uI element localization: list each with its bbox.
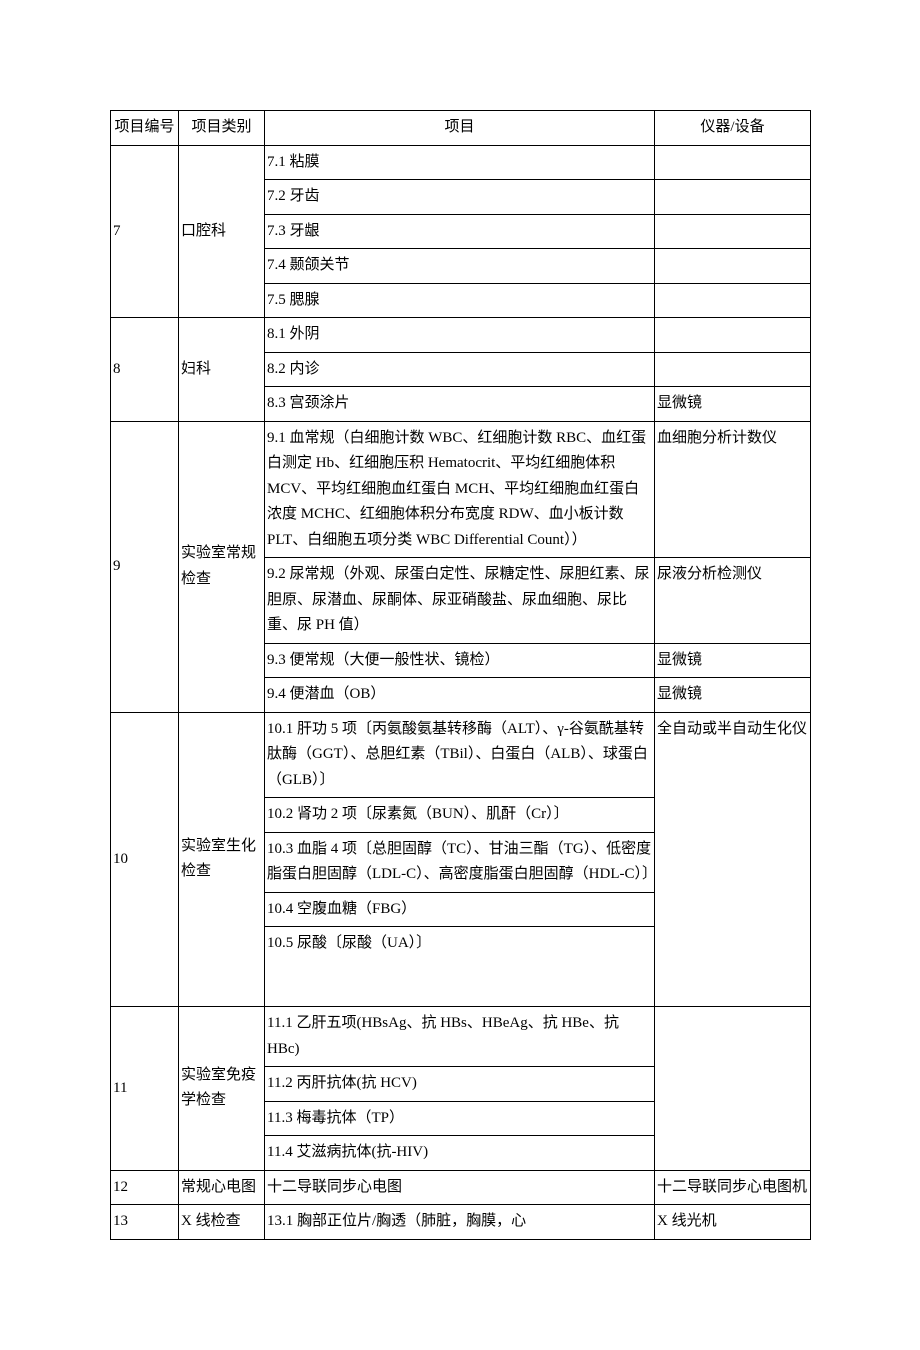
cell-category: 妇科 (179, 318, 265, 422)
cell-equipment: 十二导联同步心电图机 (655, 1170, 811, 1205)
cell-category: 实验室免疫学检查 (179, 1007, 265, 1171)
cell-equipment (655, 214, 811, 249)
cell-item: 9.2 尿常规（外观、尿蛋白定性、尿糖定性、尿胆红素、尿胆原、尿潜血、尿酮体、尿… (265, 558, 655, 644)
cell-item: 10.2 肾功 2 项〔尿素氮（BUN）、肌酐（Cr）〕 (265, 798, 655, 833)
cell-category: 实验室常规检查 (179, 421, 265, 712)
table-header-row: 项目编号 项目类别 项目 仪器/设备 (111, 111, 811, 146)
cell-item: 十二导联同步心电图 (265, 1170, 655, 1205)
cell-equipment (655, 249, 811, 284)
cell-id: 7 (111, 145, 179, 318)
cell-equipment: 全自动或半自动生化仪 (655, 712, 811, 1007)
table-row: 12 常规心电图 十二导联同步心电图 十二导联同步心电图机 (111, 1170, 811, 1205)
table-row: 11 实验室免疫学检查 11.1 乙肝五项(HBsAg、抗 HBs、HBeAg、… (111, 1007, 811, 1067)
cell-id: 12 (111, 1170, 179, 1205)
cell-item: 10.1 肝功 5 项〔丙氨酸氨基转移酶（ALT）、γ-谷氨酰基转肽酶（GGT）… (265, 712, 655, 798)
cell-item: 8.2 内诊 (265, 352, 655, 387)
cell-item: 9.3 便常规（大便一般性状、镜检） (265, 643, 655, 678)
cell-item: 7.1 粘膜 (265, 145, 655, 180)
cell-equipment: 血细胞分析计数仪 (655, 421, 811, 558)
header-equipment: 仪器/设备 (655, 111, 811, 146)
cell-id: 9 (111, 421, 179, 712)
cell-equipment (655, 1007, 811, 1171)
table-row: 10 实验室生化检查 10.1 肝功 5 项〔丙氨酸氨基转移酶（ALT）、γ-谷… (111, 712, 811, 798)
cell-category: 口腔科 (179, 145, 265, 318)
cell-category: 常规心电图 (179, 1170, 265, 1205)
cell-item: 11.4 艾滋病抗体(抗-HIV) (265, 1136, 655, 1171)
header-category: 项目类别 (179, 111, 265, 146)
cell-equipment: X 线光机 (655, 1205, 811, 1240)
cell-item: 7.4 颞颌关节 (265, 249, 655, 284)
cell-id: 13 (111, 1205, 179, 1240)
cell-item: 10.4 空腹血糖（FBG） (265, 892, 655, 927)
cell-item: 7.2 牙齿 (265, 180, 655, 215)
table-row: 9 实验室常规检查 9.1 血常规（白细胞计数 WBC、红细胞计数 RBC、血红… (111, 421, 811, 558)
cell-equipment (655, 318, 811, 353)
medical-items-table: 项目编号 项目类别 项目 仪器/设备 7 口腔科 7.1 粘膜 7.2 牙齿 7… (110, 110, 811, 1240)
cell-item: 11.1 乙肝五项(HBsAg、抗 HBs、HBeAg、抗 HBe、抗 HBc) (265, 1007, 655, 1067)
cell-equipment: 尿液分析检测仪 (655, 558, 811, 644)
cell-equipment: 显微镜 (655, 678, 811, 713)
cell-equipment: 显微镜 (655, 643, 811, 678)
cell-item: 9.1 血常规（白细胞计数 WBC、红细胞计数 RBC、血红蛋白测定 Hb、红细… (265, 421, 655, 558)
cell-item: 7.5 腮腺 (265, 283, 655, 318)
table-row: 7 口腔科 7.1 粘膜 (111, 145, 811, 180)
cell-item: 10.3 血脂 4 项〔总胆固醇（TC）、甘油三酯（TG）、低密度脂蛋白胆固醇（… (265, 832, 655, 892)
cell-item: 13.1 胸部正位片/胸透（肺脏，胸膜，心 (265, 1205, 655, 1240)
cell-item: 11.2 丙肝抗体(抗 HCV) (265, 1067, 655, 1102)
cell-item: 10.5 尿酸〔尿酸（UA）〕 (265, 927, 655, 1007)
header-item: 项目 (265, 111, 655, 146)
cell-id: 8 (111, 318, 179, 422)
cell-item: 7.3 牙龈 (265, 214, 655, 249)
cell-id: 11 (111, 1007, 179, 1171)
cell-category: 实验室生化检查 (179, 712, 265, 1007)
table-row: 13 X 线检查 13.1 胸部正位片/胸透（肺脏，胸膜，心 X 线光机 (111, 1205, 811, 1240)
cell-equipment (655, 283, 811, 318)
cell-item: 8.1 外阴 (265, 318, 655, 353)
cell-equipment (655, 145, 811, 180)
header-id: 项目编号 (111, 111, 179, 146)
cell-equipment (655, 180, 811, 215)
cell-item: 11.3 梅毒抗体（TP） (265, 1101, 655, 1136)
table-row: 8 妇科 8.1 外阴 (111, 318, 811, 353)
cell-equipment: 显微镜 (655, 387, 811, 422)
cell-id: 10 (111, 712, 179, 1007)
cell-category: X 线检查 (179, 1205, 265, 1240)
cell-equipment (655, 352, 811, 387)
cell-item: 8.3 宫颈涂片 (265, 387, 655, 422)
cell-item: 9.4 便潜血（OB） (265, 678, 655, 713)
